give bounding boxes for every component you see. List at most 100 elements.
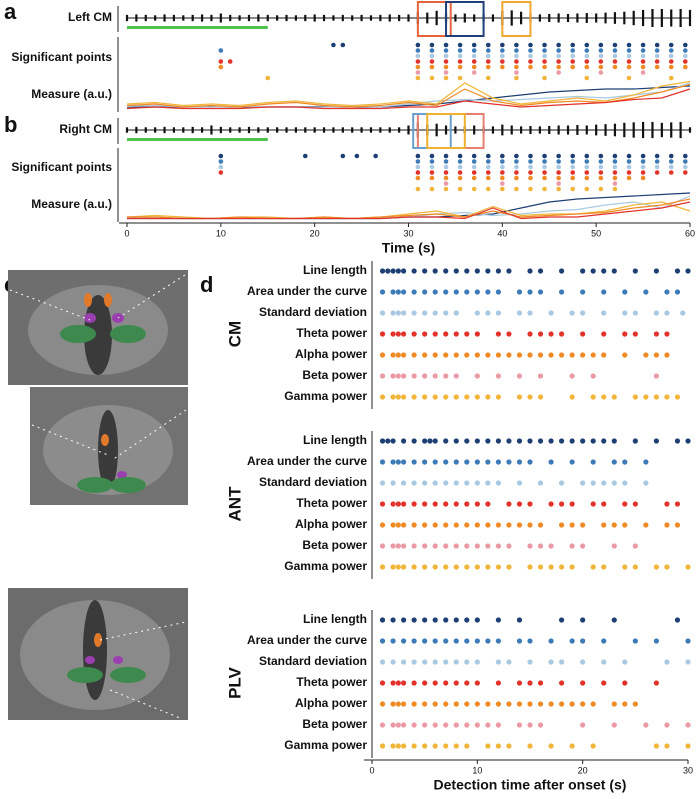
detection-point — [395, 743, 401, 749]
significant-point — [612, 64, 618, 70]
detection-point — [485, 701, 491, 707]
detection-point — [537, 480, 544, 486]
detection-point — [622, 701, 628, 707]
detection-point — [422, 543, 428, 549]
x-tick-label: 20 — [310, 228, 320, 238]
detection-point — [548, 331, 554, 337]
detection-point — [516, 310, 523, 316]
detection-point — [443, 352, 449, 358]
detection-point — [611, 522, 617, 528]
significant-point — [683, 153, 688, 159]
detection-point — [495, 394, 501, 400]
significant-point — [485, 175, 491, 181]
significant-point — [570, 170, 576, 175]
detection-point — [548, 564, 554, 570]
significant-point — [598, 53, 604, 59]
detection-point — [580, 480, 586, 486]
row-label: Beta power — [302, 368, 367, 382]
detection-point — [611, 701, 617, 707]
detection-point — [506, 659, 512, 665]
detection-point — [685, 438, 691, 444]
detection-point — [432, 438, 438, 444]
detection-point — [674, 617, 681, 623]
detection-point — [495, 459, 501, 465]
detection-point — [379, 701, 386, 707]
x-tick-label: 30 — [683, 765, 693, 775]
significant-point — [640, 164, 646, 170]
row-label: Measure (a.u.) — [31, 197, 112, 211]
significant-point — [683, 164, 688, 170]
x-axis-label: Time (s) — [382, 240, 435, 256]
detection-point — [516, 522, 523, 528]
significant-point — [429, 186, 435, 192]
significant-point — [556, 48, 561, 53]
detection-point — [495, 743, 501, 749]
detection-point — [395, 564, 401, 570]
significant-point — [640, 64, 646, 70]
significant-point — [598, 64, 604, 70]
detection-point — [427, 438, 433, 444]
detection-point — [422, 480, 428, 486]
detection-point — [485, 310, 491, 316]
detection-point — [632, 438, 638, 444]
detection-point — [537, 522, 544, 528]
significant-point — [584, 48, 590, 53]
detection-point — [443, 638, 449, 644]
significant-point — [415, 64, 421, 70]
detection-point — [495, 438, 501, 444]
detection-point — [653, 743, 660, 749]
significant-point — [683, 53, 688, 59]
analysis-window — [426, 113, 466, 149]
significant-point — [514, 42, 519, 48]
detection-point — [516, 394, 523, 400]
detection-point — [495, 722, 501, 728]
significant-point — [640, 159, 646, 164]
detection-point — [432, 659, 438, 665]
detection-point — [390, 268, 396, 274]
significant-point — [528, 159, 533, 164]
detection-point — [453, 268, 459, 274]
detection-point — [622, 459, 628, 465]
detection-point — [674, 268, 681, 274]
detection-point — [506, 501, 512, 507]
significant-point — [415, 159, 421, 164]
detection-point — [653, 394, 660, 400]
detection-point — [601, 480, 607, 486]
significant-point — [612, 186, 618, 192]
detection-point — [453, 331, 459, 337]
detection-point — [432, 373, 438, 379]
detection-point — [569, 701, 575, 707]
significant-point — [542, 164, 547, 170]
detection-point — [401, 638, 407, 644]
detection-point — [622, 289, 628, 295]
roi — [85, 656, 95, 664]
roi — [67, 667, 103, 683]
significant-point — [584, 59, 590, 64]
region-label: ANT — [225, 486, 244, 522]
electrode — [117, 274, 186, 319]
row-label: Gamma power — [284, 738, 367, 752]
significant-point — [443, 42, 449, 48]
detection-point — [516, 701, 523, 707]
significant-point — [415, 170, 421, 175]
region-label: PLV — [225, 666, 244, 698]
detection-point — [643, 289, 649, 295]
detection-point — [401, 743, 407, 749]
row-label: Standard deviation — [259, 654, 367, 668]
detection-point — [590, 501, 596, 507]
detection-point — [527, 394, 533, 400]
significant-point — [556, 70, 561, 75]
roi — [84, 313, 96, 323]
significant-point — [612, 153, 618, 159]
row-label: Right CM — [59, 122, 112, 136]
detection-point — [495, 268, 501, 274]
detection-point — [401, 352, 407, 358]
detection-point — [580, 638, 586, 644]
significant-point — [570, 159, 576, 164]
detection-point — [464, 638, 470, 644]
significant-point — [218, 48, 224, 53]
significant-point — [668, 153, 674, 159]
detection-point — [611, 438, 617, 444]
significant-point — [485, 53, 491, 59]
significant-point — [528, 170, 533, 175]
